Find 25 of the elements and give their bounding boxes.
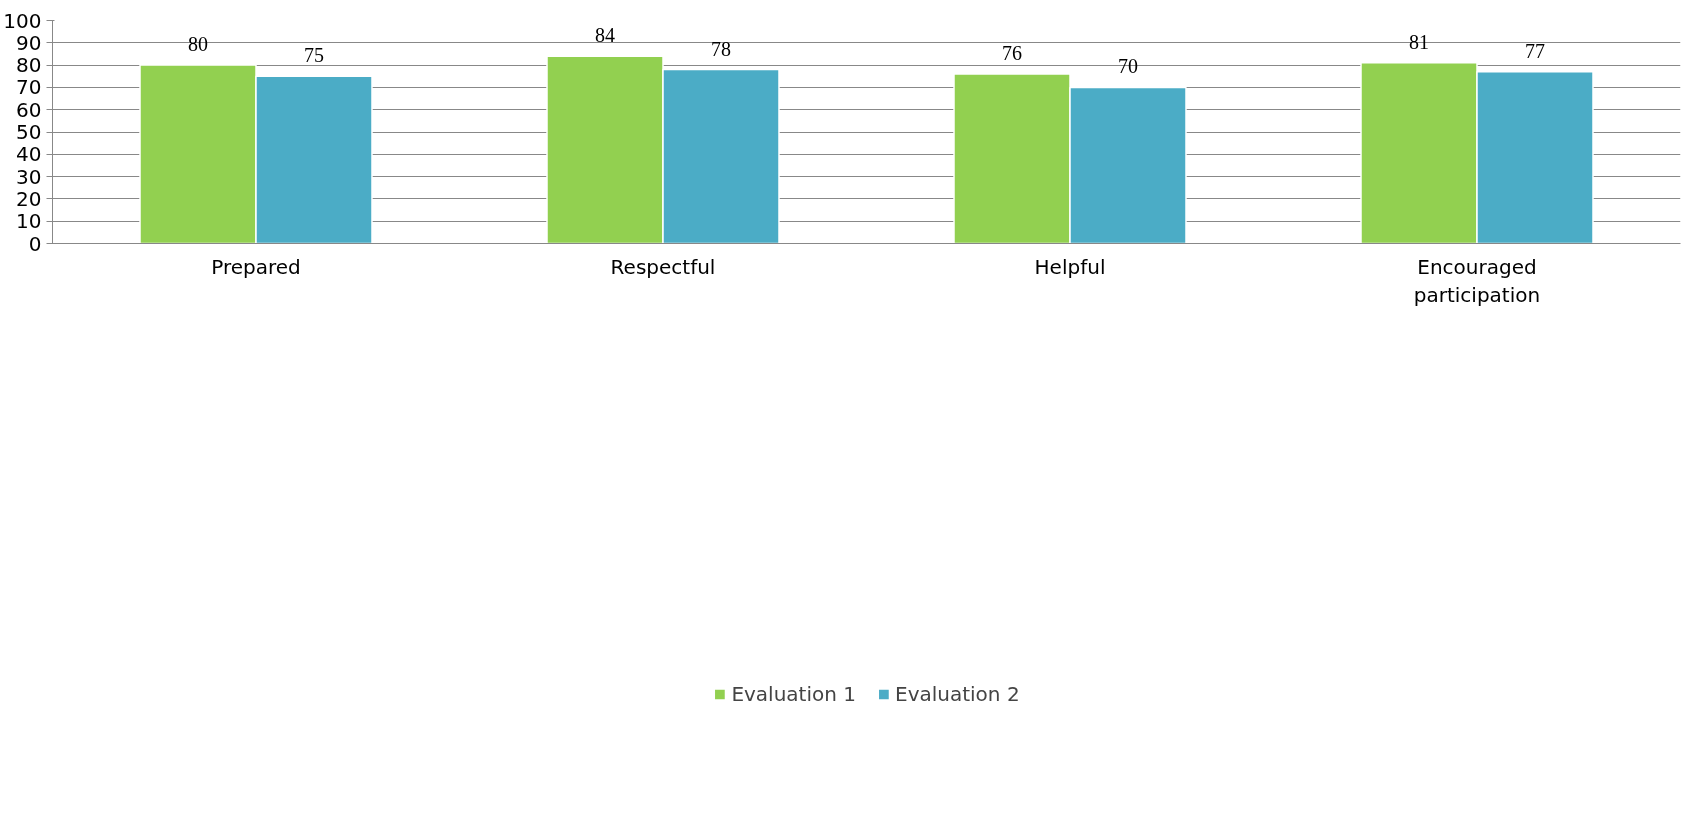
data-label: 78 (711, 37, 731, 60)
data-label: 75 (304, 44, 324, 67)
y-tick-label: 90 (16, 30, 42, 55)
x-tick-label: Respectful (610, 254, 716, 279)
y-tick-label: 60 (16, 97, 42, 122)
y-tick-label: 20 (16, 186, 42, 211)
legend-label: Evaluation 1 (731, 682, 856, 706)
y-tick-label: 50 (16, 120, 42, 144)
y-tick-label: 10 (16, 209, 42, 234)
data-label: 76 (1002, 42, 1022, 65)
y-tick-label: 100 (3, 8, 42, 33)
y-tick-label: 70 (16, 75, 42, 100)
data-label: 70 (1118, 55, 1138, 78)
x-tick-label: Helpful (1034, 254, 1106, 279)
x-tick-label: Prepared (211, 254, 301, 279)
y-tick-label: 40 (16, 142, 42, 167)
y-tick-label: 30 (16, 164, 42, 189)
data-label: 77 (1525, 39, 1545, 62)
y-tick-label: 0 (28, 231, 42, 256)
legend-label: Evaluation 2 (895, 682, 1020, 706)
x-tick-label: Encouraged participation (1413, 254, 1541, 308)
data-label: 84 (595, 24, 615, 47)
data-label: 81 (1409, 30, 1429, 53)
data-label: 80 (188, 33, 208, 56)
y-tick-label: 80 (16, 53, 42, 78)
